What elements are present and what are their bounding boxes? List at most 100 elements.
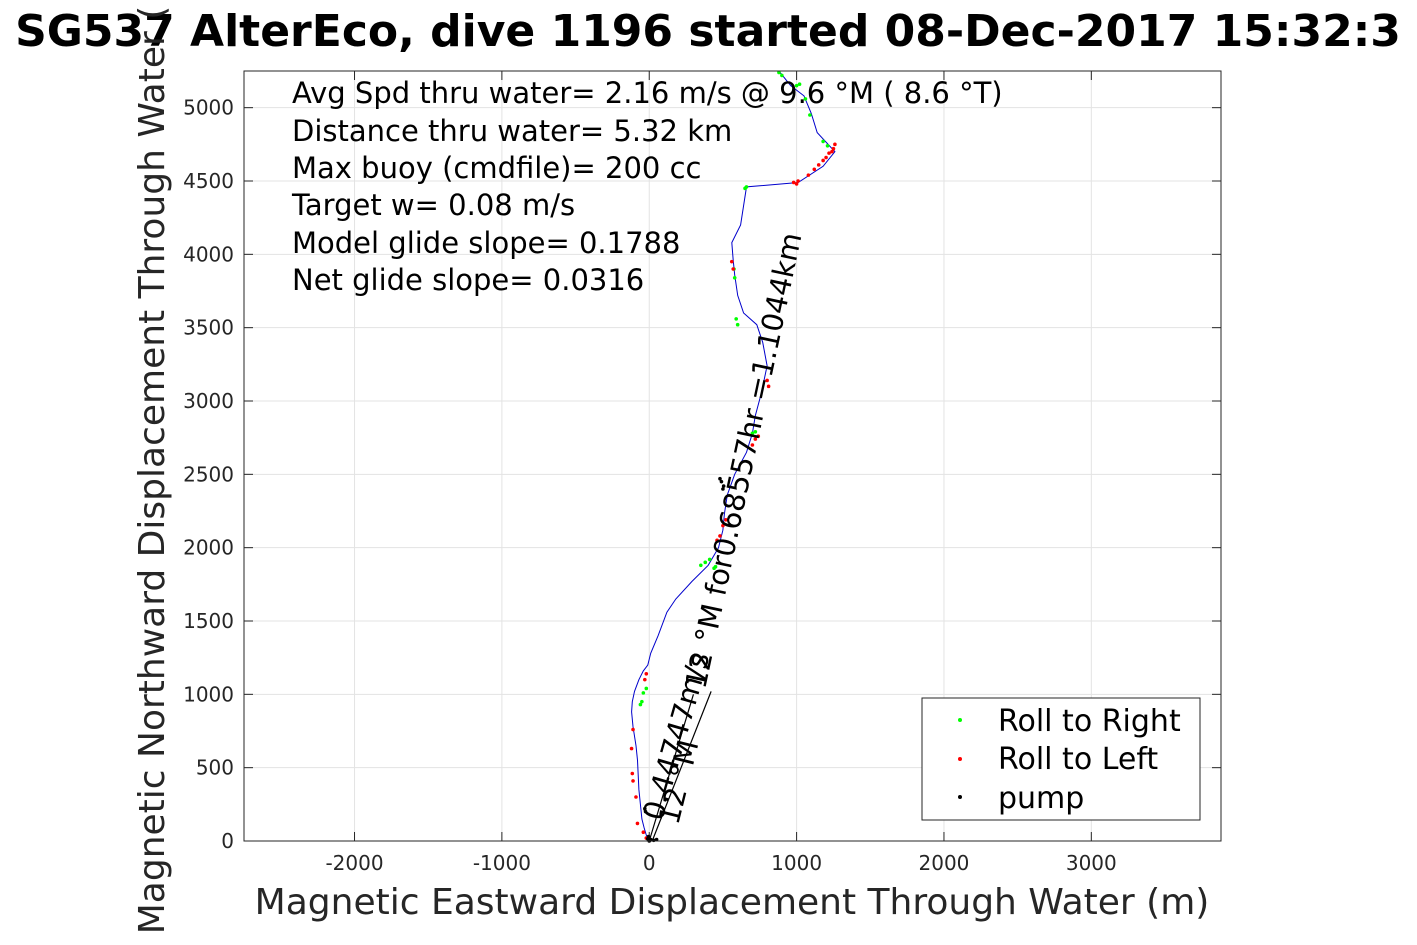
roll-right-point: [644, 686, 649, 691]
annotation-max-buoy: Max buoy (cmdfile)= 200 cc: [292, 151, 701, 185]
x-tick-labels: -2000 -1000 0 1000 2000 3000: [325, 851, 1116, 875]
roll-right-point: [803, 97, 808, 101]
roll-left-point: [766, 384, 771, 389]
legend-entry-pump: pump: [998, 781, 1084, 816]
roll-left-point: [635, 821, 640, 826]
roll-right-point: [713, 564, 718, 569]
current-vectors: [648, 691, 712, 842]
roll-left-point: [753, 437, 758, 441]
roll-right-point: [797, 82, 802, 86]
y-tick-label: 5000: [183, 96, 234, 120]
legend-box: [921, 697, 1201, 821]
y-tick-label: 1500: [183, 609, 234, 633]
roll-right-point: [777, 70, 781, 75]
roll-right-point: [808, 113, 812, 117]
x-tick-label: 1000: [771, 851, 822, 875]
roll-right-point: [821, 139, 825, 144]
roll-left-point: [831, 146, 836, 151]
legend-entry-roll-right: Roll to Right: [998, 704, 1181, 739]
roll-left-point: [718, 534, 722, 538]
roll-right-point: [703, 560, 708, 565]
roll-left-point: [791, 180, 796, 185]
pump-point: [645, 837, 650, 841]
pump-point: [721, 484, 726, 488]
roll-left-point: [794, 182, 799, 186]
roll-right-point: [753, 430, 758, 434]
roll-left-point: [765, 378, 769, 383]
roll-left-point: [824, 155, 828, 160]
y-axis-label: Magnetic Northward Displacement Through …: [132, 6, 173, 935]
roll-left-point: [721, 523, 725, 528]
roll-left-point: [644, 672, 649, 676]
annotation-block: Avg Spd thru water= 2.16 m/s @ 9.6 °M ( …: [291, 76, 1003, 297]
legend: Roll to Right Roll to Left pump: [921, 697, 1201, 821]
y-tick-label: 0: [221, 829, 234, 853]
roll-right-point: [640, 699, 644, 704]
roll-right-point: [750, 431, 755, 436]
x-axis-label: Magnetic Eastward Displacement Through W…: [255, 882, 1210, 923]
annotation-model-glide: Model glide slope= 0.1788: [292, 226, 680, 260]
roll-left-point: [756, 434, 761, 439]
roll-right-point: [641, 691, 646, 695]
legend-marker-roll-left: [958, 757, 962, 761]
roll-left-point: [630, 771, 635, 776]
point-series: [629, 70, 837, 843]
current-vector-line: [651, 691, 712, 842]
y-tick-label: 4000: [183, 242, 234, 266]
roll-left-point: [821, 158, 825, 163]
roll-left-point: [816, 163, 821, 167]
chart-title: SG537 AlterEco, dive 1196 started 08-Dec…: [15, 6, 1401, 57]
y-tick-label: 2500: [183, 462, 234, 486]
y-tick-label: 3500: [183, 316, 234, 340]
roll-left-point: [631, 779, 635, 783]
pump-point: [643, 809, 648, 814]
y-tick-label: 2000: [183, 536, 234, 560]
roll-right-point: [794, 83, 799, 88]
roll-left-point: [750, 443, 755, 447]
roll-left-point: [631, 727, 635, 732]
roll-right-point: [734, 317, 738, 321]
roll-left-point: [715, 538, 719, 543]
roll-left-point: [629, 746, 634, 751]
roll-left-point: [641, 830, 646, 834]
roll-left-point: [833, 142, 837, 147]
roll-left-point: [812, 167, 817, 172]
legend-marker-pump: [958, 795, 962, 799]
roll-right-point: [780, 73, 784, 78]
roll-right-point: [638, 702, 643, 707]
roll-right-point: [699, 563, 703, 568]
roll-left-point: [643, 677, 647, 682]
pump-point: [643, 806, 647, 811]
pump-point: [721, 487, 725, 491]
roll-right-point: [732, 276, 737, 280]
annotation-distance: Distance thru water= 5.32 km: [292, 114, 732, 148]
y-tick-label: 3000: [183, 389, 234, 413]
x-tick-label: -2000: [325, 851, 383, 875]
pump-point: [654, 837, 659, 842]
x-tick-label: -1000: [473, 851, 531, 875]
roll-left-point: [724, 518, 728, 522]
roll-right-point: [825, 144, 830, 148]
roll-left-point: [634, 795, 638, 799]
roll-left-point: [731, 267, 736, 271]
roll-right-point: [707, 557, 712, 562]
roll-left-point: [827, 151, 831, 155]
pump-point: [718, 476, 722, 481]
annotation-avg-speed: Avg Spd thru water= 2.16 m/s @ 9.6 °M ( …: [292, 76, 1003, 110]
legend-marker-roll-right: [958, 718, 962, 722]
current-vector-line: [648, 694, 695, 842]
x-tick-label: 2000: [919, 851, 970, 875]
x-tick-label: 3000: [1066, 851, 1117, 875]
legend-entry-roll-left: Roll to Left: [998, 742, 1158, 777]
roll-left-point: [796, 179, 800, 183]
y-tick-labels: 0 500 1000 1500 2000 2500 3000 3500 4000 4500 5000: [183, 96, 234, 853]
y-tick-label: 500: [196, 756, 234, 780]
roll-right-point: [735, 322, 740, 327]
roll-left-point: [830, 149, 834, 154]
pump-point: [719, 479, 724, 484]
y-tick-label: 1000: [183, 682, 234, 706]
annotation-net-glide: Net glide slope= 0.0316: [292, 263, 644, 297]
roll-left-point: [729, 259, 734, 264]
roll-left-point: [806, 173, 811, 177]
